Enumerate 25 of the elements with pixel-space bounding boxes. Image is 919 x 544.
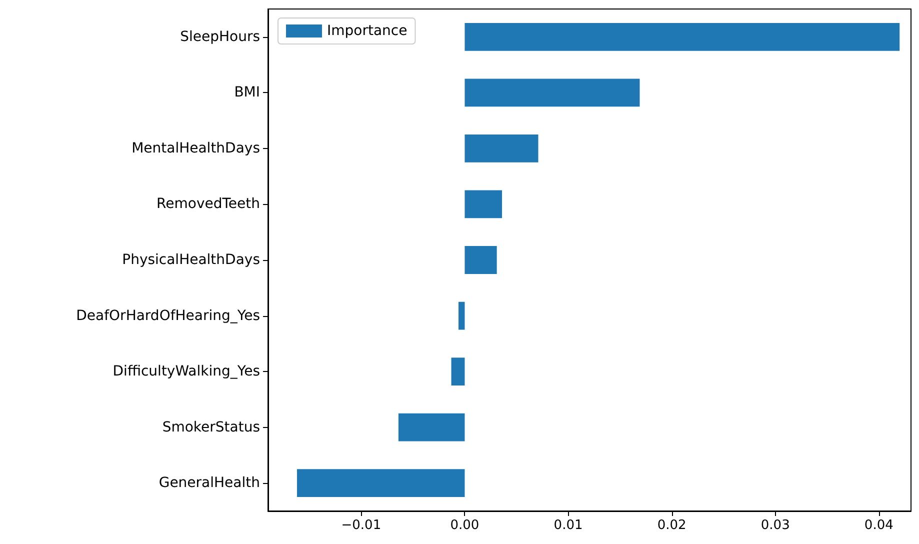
- bar: [464, 134, 538, 162]
- bar: [296, 469, 465, 498]
- y-tick-label: DifficultyWalking_Yes: [112, 364, 260, 380]
- bar: [398, 413, 465, 442]
- y-tick-label: GeneralHealth: [158, 475, 260, 492]
- bar: [458, 302, 465, 330]
- bar: [464, 246, 497, 274]
- y-tick-label: PhysicalHealthDays: [122, 252, 260, 268]
- x-tick-label: 0.02: [657, 518, 686, 533]
- bar: [464, 78, 640, 107]
- bar: [464, 22, 900, 51]
- legend-label: Importance: [327, 23, 408, 39]
- x-tick-label: 0.01: [554, 518, 583, 533]
- y-tick-label: RemovedTeeth: [156, 196, 260, 212]
- x-tick-label: 0.03: [760, 518, 790, 533]
- x-tick-label: 0.04: [864, 518, 894, 533]
- y-tick-label: SmokerStatus: [162, 419, 260, 436]
- y-tick-label: SleepHours: [180, 28, 260, 45]
- bar: [464, 190, 502, 218]
- y-tick-label: DeafOrHardOfHearing_Yes: [76, 308, 260, 324]
- y-tick-label: BMI: [234, 84, 260, 101]
- y-tick-label: MentalHealthDays: [132, 140, 260, 156]
- x-tick-label: −0.01: [341, 518, 382, 533]
- bar: [451, 358, 465, 386]
- x-tick-label: 0.00: [450, 518, 480, 533]
